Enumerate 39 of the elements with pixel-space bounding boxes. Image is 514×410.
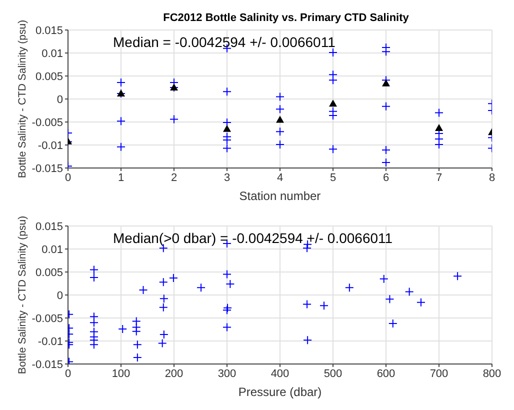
x-tick-label: 300 — [218, 368, 236, 380]
annotation: Median = -0.0042594 +/- 0.0066011 — [113, 34, 336, 50]
x-tick-label: 0 — [64, 368, 72, 380]
chart-title: FC2012 Bottle Salinity vs. Primary CTD Salinity — [162, 12, 410, 24]
x-tick-label: 700 — [430, 368, 448, 380]
x-tick-label: 4 — [276, 172, 284, 184]
x-tick-label: 8 — [488, 172, 496, 184]
y-axis-title: Bottle Salinity - CTD Salinity (psu) — [16, 216, 29, 374]
y-tick-label: -0.005 — [32, 312, 63, 325]
x-tick-label: 100 — [112, 368, 130, 380]
x-tick-label: 500 — [324, 368, 342, 380]
y-tick-label: 0.01 — [42, 244, 63, 256]
y-tick-label: -0.015 — [32, 358, 63, 371]
y-tick-label: 0.01 — [42, 48, 63, 60]
y-tick-label: 0 — [56, 290, 63, 302]
x-tick-label: 7 — [436, 172, 442, 184]
y-tick-label: 0 — [56, 94, 63, 106]
annotation: Median(>0 dbar) = -0.0042594 +/- 0.0066011 — [113, 230, 393, 246]
y-tick-label: -0.015 — [32, 162, 63, 175]
y-tick-label: 0.005 — [35, 266, 63, 279]
x-tick-label: 2 — [170, 172, 178, 184]
y-tick-label: 0.015 — [35, 24, 63, 37]
x-tick-label: 600 — [376, 368, 396, 380]
y-tick-label: -0.01 — [38, 336, 63, 348]
x-tick-label: 200 — [164, 368, 184, 380]
y-tick-label: -0.005 — [32, 116, 63, 129]
x-tick-label: 800 — [482, 368, 502, 380]
x-tick-label: 1 — [118, 172, 124, 184]
x-tick-label: 6 — [382, 172, 390, 184]
x-tick-label: 5 — [330, 172, 336, 184]
y-tick-label: 0.005 — [35, 70, 63, 83]
x-axis-title: Pressure (dbar) — [238, 385, 322, 399]
y-tick-label: -0.01 — [38, 140, 63, 152]
x-tick-label: 0 — [64, 172, 72, 184]
x-tick-label: 400 — [270, 368, 290, 380]
y-axis-title: Bottle Salinity - CTD Salinity (psu) — [16, 20, 29, 178]
y-tick-label: 0.015 — [35, 220, 63, 233]
x-axis-title: Station number — [239, 189, 321, 203]
x-tick-label: 3 — [224, 172, 230, 184]
